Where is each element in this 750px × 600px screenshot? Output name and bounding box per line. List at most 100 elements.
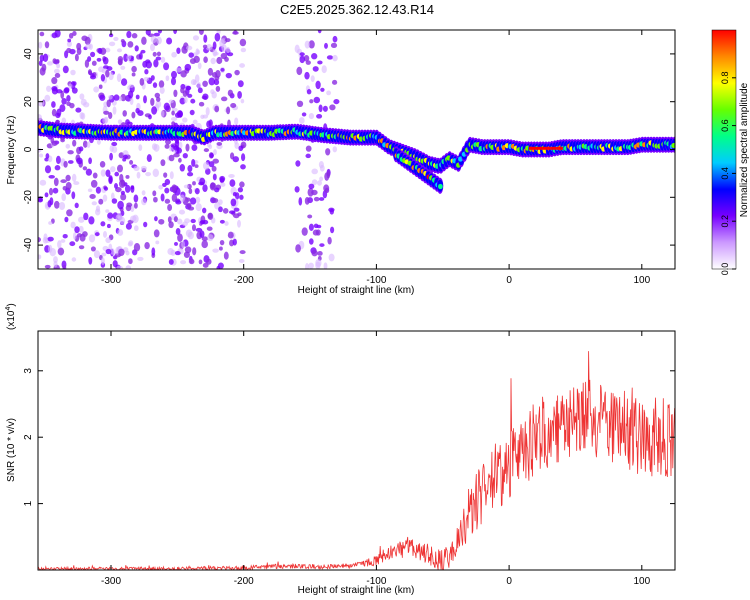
heatmap-cell xyxy=(206,226,213,231)
heatmap-cell xyxy=(108,41,116,47)
heatmap-cell xyxy=(128,84,135,88)
heatmap-cell xyxy=(41,63,47,72)
heatmap-cell xyxy=(108,176,113,185)
heatmap-cell xyxy=(189,58,197,65)
heatmap-cell xyxy=(61,117,67,125)
heatmap-cell xyxy=(86,141,91,148)
heatmap-cell xyxy=(146,154,152,163)
heatmap-cell xyxy=(191,158,196,167)
heatmap-cell xyxy=(64,216,69,223)
heatmap-cell xyxy=(85,43,92,50)
heatmap-cell xyxy=(80,98,87,106)
heatmap-cell xyxy=(160,56,166,63)
heatmap-cell xyxy=(171,193,178,203)
heatmap-cell xyxy=(117,200,124,210)
heatmap-cell xyxy=(320,87,325,92)
heatmap-cell xyxy=(144,68,149,75)
heatmap-cell xyxy=(100,74,106,82)
heatmap-cell xyxy=(186,45,193,51)
heatmap-cell xyxy=(105,169,111,177)
heatmap-cell xyxy=(152,168,159,178)
heatmap-cell xyxy=(203,56,208,64)
heatmap-cell xyxy=(120,65,126,70)
heatmap-cell xyxy=(112,106,117,115)
heatmap-cell xyxy=(212,248,219,253)
heatmap-cell xyxy=(68,83,73,89)
heatmap-cell xyxy=(100,221,106,227)
heatmap-cell xyxy=(100,169,106,177)
heatmap-cell xyxy=(90,246,96,252)
heatmap-cell xyxy=(318,197,325,201)
spectrogram-y-label: Frequency (Hz) xyxy=(6,116,17,185)
heatmap-cell xyxy=(216,141,223,146)
heatmap-cell xyxy=(202,219,209,225)
heatmap-cell xyxy=(177,233,183,242)
heatmap-cell xyxy=(123,53,129,63)
heatmap-cell xyxy=(110,192,115,200)
heatmap-cell xyxy=(141,36,147,45)
heatmap-cell xyxy=(216,56,223,65)
heatmap-cell xyxy=(59,104,66,112)
snr-scale-base: (x10 xyxy=(6,310,17,330)
heatmap-cell xyxy=(307,188,314,197)
y-tick-label: -40 xyxy=(23,237,34,252)
heatmap-cell xyxy=(309,99,314,104)
x-tick-label: -300 xyxy=(101,576,121,587)
heatmap-cell xyxy=(54,72,61,79)
heatmap-cell xyxy=(114,171,120,177)
heatmap-cell xyxy=(332,146,338,153)
heatmap-cell xyxy=(313,196,320,202)
x-tick-label: -200 xyxy=(234,576,254,587)
heatmap-cell xyxy=(164,143,170,149)
heatmap-cell xyxy=(187,165,193,173)
heatmap-cell xyxy=(140,165,147,171)
heatmap-cell xyxy=(93,86,100,93)
y-tick-label: -20 xyxy=(23,190,34,205)
heatmap-cell xyxy=(130,215,137,222)
heatmap-cell xyxy=(232,192,237,197)
heatmap-cell xyxy=(152,51,157,57)
heatmap-cell xyxy=(87,188,93,193)
heatmap-cell xyxy=(120,193,127,201)
heatmap-cell xyxy=(175,228,181,235)
heatmap-cell xyxy=(323,184,330,193)
heatmap-cell xyxy=(175,67,183,73)
heatmap-cell xyxy=(182,221,188,227)
heatmap-cell xyxy=(208,119,213,128)
heatmap-cell xyxy=(190,98,196,104)
heatmap-cell xyxy=(240,47,247,53)
heatmap-cell xyxy=(550,146,553,150)
heatmap-cell xyxy=(133,202,138,209)
heatmap-cell xyxy=(66,101,71,106)
heatmap-cell xyxy=(196,49,201,55)
heatmap-cell xyxy=(116,48,123,53)
heatmap-cell xyxy=(233,30,238,35)
heatmap-cell xyxy=(211,198,219,203)
heatmap-cell xyxy=(174,241,178,246)
heatmap-cell xyxy=(120,39,125,43)
heatmap-cell xyxy=(192,181,196,186)
heatmap-cell xyxy=(328,207,335,212)
heatmap-cell xyxy=(170,249,176,256)
heatmap-cell xyxy=(228,210,236,215)
x-tick-label: 0 xyxy=(506,576,512,587)
heatmap-cell xyxy=(71,191,76,200)
heatmap-cell xyxy=(90,73,95,78)
heatmap-cell xyxy=(188,52,194,58)
heatmap-cell xyxy=(546,146,549,150)
heatmap-cell xyxy=(319,243,325,247)
heatmap-cell xyxy=(92,172,98,179)
heatmap-cell xyxy=(159,86,165,94)
heatmap-cell xyxy=(44,41,50,49)
colorbar-tick-label: 0.2 xyxy=(720,215,730,228)
heatmap-cell xyxy=(47,236,54,242)
y-tick-label: 0 xyxy=(23,146,34,152)
heatmap-cell xyxy=(175,139,179,144)
heatmap-cell xyxy=(306,89,312,95)
heatmap-cell xyxy=(61,193,67,202)
heatmap-cell xyxy=(105,209,110,213)
heatmap-cell xyxy=(558,146,561,150)
heatmap-cell xyxy=(222,208,229,214)
heatmap-cell xyxy=(55,59,60,64)
